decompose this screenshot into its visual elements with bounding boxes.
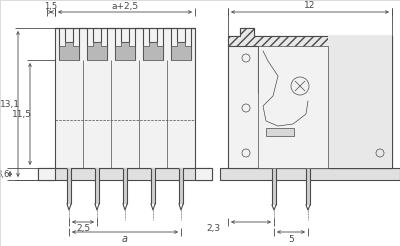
Text: a+2,5: a+2,5 xyxy=(112,1,138,11)
Bar xyxy=(38,168,212,180)
Bar xyxy=(195,168,212,180)
Text: 2,5: 2,5 xyxy=(76,225,90,233)
Polygon shape xyxy=(115,42,135,60)
Polygon shape xyxy=(228,28,392,168)
Bar xyxy=(272,168,276,205)
Bar xyxy=(179,168,183,204)
Text: a: a xyxy=(122,234,128,244)
Bar xyxy=(258,46,328,168)
Polygon shape xyxy=(228,28,392,168)
Text: 2,3: 2,3 xyxy=(206,225,220,233)
Text: 1,5: 1,5 xyxy=(44,1,58,11)
Polygon shape xyxy=(171,42,191,60)
Polygon shape xyxy=(143,42,163,60)
Bar xyxy=(55,28,195,168)
Bar xyxy=(95,168,99,204)
Bar xyxy=(151,168,155,204)
Bar xyxy=(38,168,55,180)
Bar xyxy=(67,168,71,204)
Bar xyxy=(266,128,294,136)
Polygon shape xyxy=(328,36,392,168)
Text: 3,6: 3,6 xyxy=(0,169,10,179)
Bar xyxy=(220,168,400,180)
Polygon shape xyxy=(87,42,107,60)
Bar xyxy=(306,168,310,205)
Polygon shape xyxy=(59,42,79,60)
Text: 11,5: 11,5 xyxy=(12,109,32,119)
Text: 12: 12 xyxy=(304,1,316,11)
Text: 5: 5 xyxy=(288,234,294,244)
Text: 13,1: 13,1 xyxy=(0,99,20,108)
Bar xyxy=(123,168,127,204)
